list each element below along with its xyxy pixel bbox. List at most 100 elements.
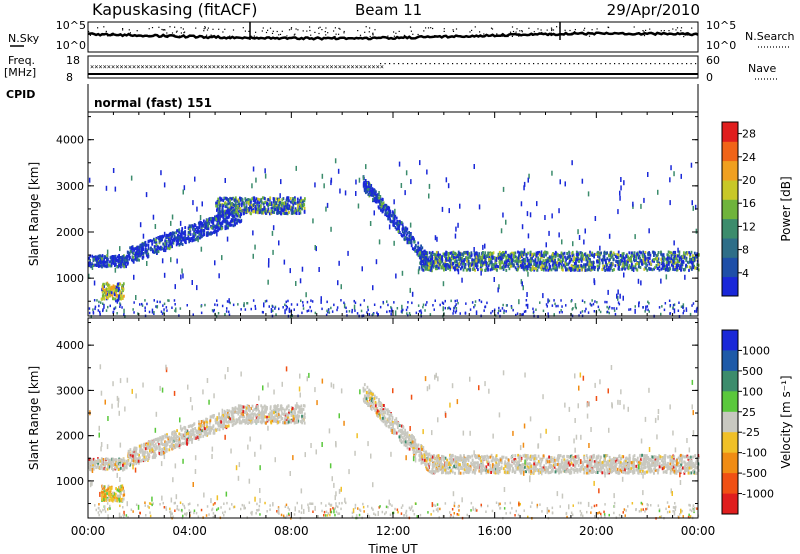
- nave-label: Nave: [748, 62, 776, 75]
- colorbar-tick-label: 8: [742, 244, 749, 257]
- nave-tick-0: 0: [706, 71, 713, 84]
- colorbar-swatch: [722, 141, 738, 162]
- svg-text:×: ×: [178, 63, 182, 71]
- svg-text:×: ×: [245, 63, 249, 71]
- colorbar-swatch: [722, 276, 738, 297]
- power-colorbar: 4 8 12 16 20 24 28 Power [dB]: [721, 121, 793, 297]
- colorbar-swatch: [722, 473, 738, 494]
- colorbar-swatch: [722, 493, 738, 515]
- power-echo-cells: [88, 158, 700, 318]
- colorbar-label: Velocity [m s⁻¹]: [779, 375, 793, 468]
- svg-text:×: ×: [363, 63, 367, 71]
- svg-text:×: ×: [300, 63, 304, 71]
- colorbar-swatch: [722, 432, 738, 454]
- colorbar-swatch: [722, 180, 738, 200]
- svg-text:×: ×: [187, 63, 191, 71]
- svg-text:×: ×: [304, 63, 308, 71]
- x-tick-label: 00:00: [71, 524, 106, 538]
- svg-text:×: ×: [296, 63, 300, 71]
- svg-text:×: ×: [292, 63, 296, 71]
- svg-text:×: ×: [111, 63, 115, 71]
- svg-text:×: ×: [153, 63, 157, 71]
- noise-tick-bottom-left: 10^0: [56, 39, 86, 52]
- colorbar-tick-label: 25: [742, 406, 756, 419]
- svg-text:×: ×: [317, 63, 321, 71]
- svg-text:×: ×: [266, 63, 270, 71]
- svg-text:×: ×: [115, 63, 119, 71]
- cpid-strip-panel: normal (fast) 151: [87, 84, 699, 112]
- svg-text:×: ×: [262, 63, 266, 71]
- svg-text:×: ×: [191, 63, 195, 71]
- echo-region-2: [126, 208, 243, 266]
- svg-text:×: ×: [229, 63, 233, 71]
- colorbar-swatch: [722, 199, 738, 220]
- svg-text:×: ×: [170, 63, 174, 71]
- colorbar-tick-label: -100: [742, 447, 767, 460]
- svg-text:×: ×: [350, 63, 354, 71]
- svg-text:×: ×: [145, 63, 149, 71]
- svg-text:×: ×: [275, 63, 279, 71]
- svg-text:×: ×: [119, 63, 123, 71]
- station-title: Kapuskasing (fitACF): [92, 0, 257, 19]
- noise-tick-bottom-right: 10^0: [706, 39, 736, 52]
- svg-text:×: ×: [220, 63, 224, 71]
- freq-label: Freq.: [8, 54, 35, 67]
- svg-text:×: ×: [287, 63, 291, 71]
- svg-text:×: ×: [203, 63, 207, 71]
- svg-text:×: ×: [136, 63, 140, 71]
- x-tick-label: 00:00: [681, 524, 716, 538]
- colorbar-swatch: [722, 411, 738, 433]
- svg-text:×: ×: [329, 63, 333, 71]
- svg-text:×: ×: [128, 63, 132, 71]
- colorbar-label: Power [dB]: [779, 176, 793, 241]
- cpid-value: normal (fast) 151: [94, 96, 212, 110]
- colorbar-tick-label: 24: [742, 151, 756, 164]
- svg-text:×: ×: [157, 63, 161, 71]
- x-tick-label: 08:00: [274, 524, 309, 538]
- svg-text:×: ×: [208, 63, 212, 71]
- svg-text:×: ×: [338, 63, 342, 71]
- x-tick-label: 16:00: [477, 524, 512, 538]
- y-axis-label: Slant Range [km]: [27, 162, 41, 266]
- freq-tick-18: 18: [66, 54, 80, 67]
- colorbar-swatch: [722, 218, 738, 239]
- power-panel: 1000 2000 3000 4000 Slant Range [km] 4 8 12 16 20…: [27, 111, 793, 318]
- nsky-trace: [87, 31, 699, 41]
- svg-text:×: ×: [380, 63, 384, 71]
- svg-text:×: ×: [149, 63, 153, 71]
- svg-text:×: ×: [233, 63, 237, 71]
- x-tick-label: 20:00: [579, 524, 614, 538]
- colorbar-tick-label: 4: [742, 267, 749, 280]
- y-tick-label: 4000: [56, 134, 84, 147]
- nave-tick-60: 60: [706, 54, 720, 67]
- colorbar-swatch: [722, 391, 738, 413]
- date-title: 29/Apr/2010: [607, 1, 700, 19]
- nsky-label: N.Sky: [8, 32, 40, 45]
- noise-tick-top-right: 10^5: [706, 19, 736, 32]
- svg-text:×: ×: [279, 63, 283, 71]
- colorbar-tick-label: -25: [742, 426, 760, 439]
- colorbar-tick-label: 1000: [742, 344, 770, 357]
- colorbar-swatch: [722, 452, 738, 474]
- svg-text:×: ×: [98, 63, 102, 71]
- svg-text:×: ×: [195, 63, 199, 71]
- y-tick-label: 4000: [56, 339, 84, 352]
- echo-region-3: [215, 196, 306, 216]
- svg-text:×: ×: [342, 63, 346, 71]
- svg-text:×: ×: [124, 63, 128, 71]
- nsearch-trace: [88, 26, 693, 38]
- colorbar-tick-label: 28: [742, 128, 756, 141]
- nsearch-label: N.Search: [745, 30, 795, 43]
- echo-region-1: [100, 281, 125, 301]
- freq-trace: × × × × × × × × × × × × × × × × × × × × × × × × × × × × × × × × × × × × × × × ×…: [90, 63, 697, 71]
- svg-text:×: ×: [107, 63, 111, 71]
- svg-text:×: ×: [103, 63, 107, 71]
- echo-region-1: [100, 484, 126, 503]
- colorbar-tick-label: 16: [742, 197, 756, 210]
- svg-text:×: ×: [132, 63, 136, 71]
- svg-text:×: ×: [359, 63, 363, 71]
- echo-region-0: [88, 457, 128, 472]
- colorbar-tick-label: -500: [742, 467, 767, 480]
